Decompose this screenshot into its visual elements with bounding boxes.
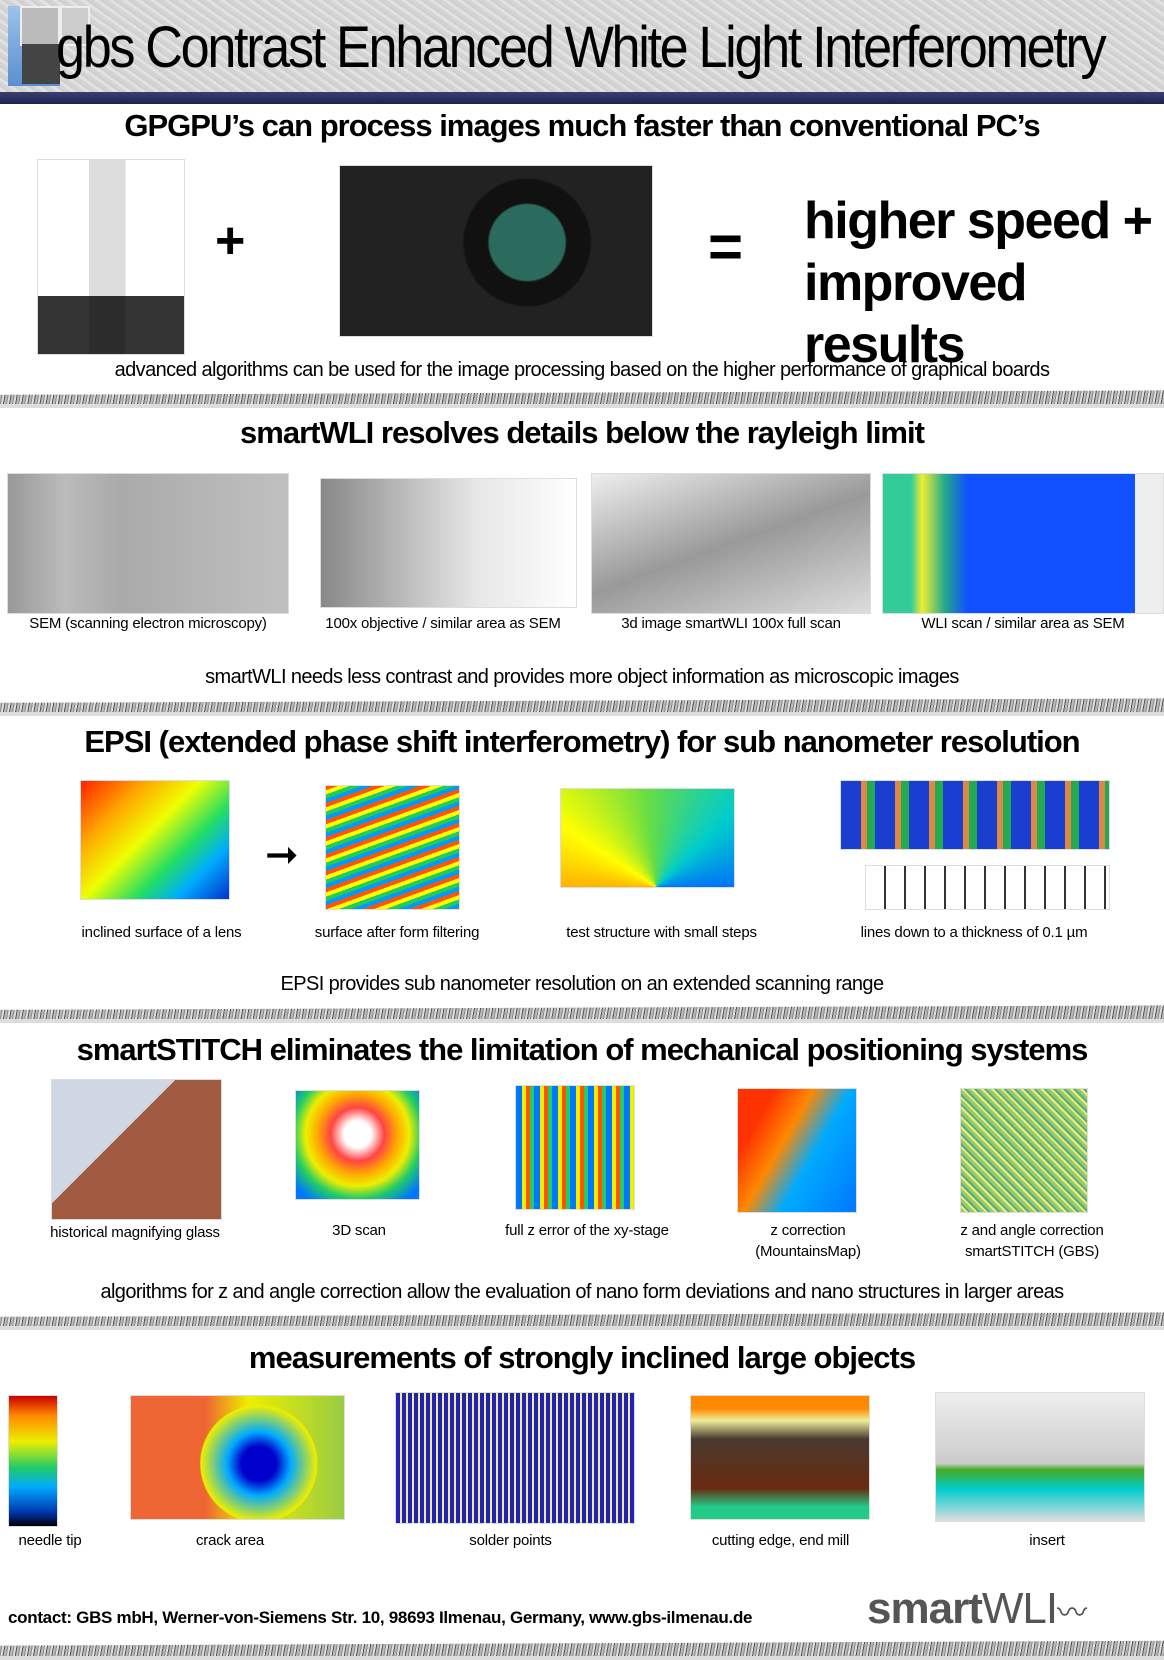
result-line-2: improved results — [804, 254, 1028, 374]
caption: 100x objective / similar area as SEM — [325, 615, 561, 632]
gbs-logo — [8, 6, 90, 86]
insert-image — [935, 1392, 1145, 1522]
caption-line: smartSTITCH (GBS) — [964, 1243, 1100, 1260]
needle-tip-image — [8, 1395, 58, 1527]
filtered-surface-image — [325, 785, 460, 910]
z-error-image — [515, 1085, 635, 1210]
section-heading-gpgpu: GPGPU’s can process images much faster t… — [124, 108, 1040, 143]
brand-bold: smart — [867, 1584, 983, 1633]
contact-info: contact: GBS mbH, Werner-von-Siemens Str… — [8, 1608, 752, 1628]
solder-points-image — [395, 1392, 635, 1524]
logo-text: gbs — [56, 15, 135, 80]
section-heading-epsi: EPSI (extended phase shift interferometr… — [84, 724, 1080, 759]
end-mill-image — [690, 1395, 870, 1520]
section-note: advanced algorithms can be used for the … — [114, 359, 1050, 381]
objective-image — [320, 478, 577, 608]
divider — [0, 1005, 1164, 1023]
divider — [0, 390, 1164, 408]
section-heading-smartstitch: smartSTITCH eliminates the limitation of… — [76, 1032, 1089, 1067]
contact-text: GBS mbH, Werner-von-Siemens Str. 10, 986… — [76, 1608, 753, 1627]
arrow-right-icon: ➞ — [265, 833, 299, 877]
result-line-1: higher speed + — [804, 192, 1153, 250]
header-banner — [0, 0, 1164, 104]
section-heading-smartwli: smartWLI resolves details below the rayl… — [240, 415, 925, 450]
caption: solder points — [469, 1532, 552, 1549]
caption: insert — [1029, 1532, 1065, 1549]
divider — [0, 698, 1164, 716]
plus-sign: + — [215, 212, 245, 270]
microscope-image — [37, 159, 185, 355]
sem-image — [7, 473, 289, 614]
contact-label: contact: — [8, 1608, 77, 1627]
3d-scan-image — [295, 1090, 420, 1200]
title-text: Contrast Enhanced White Light Interferom… — [145, 15, 1106, 80]
angle-correction-image — [960, 1088, 1088, 1213]
crack-area-image — [130, 1395, 345, 1520]
caption: inclined surface of a lens — [81, 924, 242, 941]
caption: 3D scan — [332, 1222, 386, 1239]
caption: WLI scan / similar area as SEM — [921, 615, 1125, 632]
caption: crack area — [195, 1532, 265, 1549]
caption: full z error of the xy-stage — [505, 1222, 669, 1239]
wave-icon: 〰 — [1057, 1597, 1087, 1630]
caption: z correction (MountainsMap) — [722, 1220, 894, 1262]
caption: lines down to a thickness of 0.1 µm — [860, 924, 1088, 941]
divider — [0, 1312, 1164, 1330]
caption: cutting edge, end mill — [711, 1532, 850, 1549]
caption-line: (MountainsMap) — [755, 1243, 861, 1260]
lens-surface-image — [80, 780, 230, 900]
step-structure-image — [560, 788, 735, 888]
smartwli-3d-image — [591, 473, 871, 614]
section-note: algorithms for z and angle correction al… — [100, 1281, 1064, 1303]
z-correction-image — [737, 1088, 857, 1213]
smartwli-logo: smartWLI〰 — [867, 1584, 1087, 1634]
section-note: smartWLI needs less contrast and provide… — [205, 666, 959, 688]
section-heading-inclined: measurements of strongly inclined large … — [248, 1340, 916, 1375]
caption: z and angle correction smartSTITCH (GBS) — [932, 1220, 1132, 1262]
page-title: gbs Contrast Enhanced White Light Interf… — [56, 14, 1107, 81]
equals-sign: = — [708, 213, 743, 280]
divider — [0, 1640, 1164, 1660]
caption-line: z and angle correction — [960, 1222, 1104, 1239]
caption: surface after form filtering — [314, 924, 480, 941]
header-band — [0, 92, 1164, 104]
brand-light: WLI — [981, 1584, 1058, 1633]
wli-scan-image — [882, 473, 1164, 614]
caption: needle tip — [18, 1532, 82, 1549]
magnifying-glass-photo — [51, 1079, 222, 1220]
caption-line: z correction — [770, 1222, 846, 1239]
lines-3d-image — [840, 780, 1110, 850]
caption: historical magnifying glass — [50, 1224, 220, 1241]
caption: test structure with small steps — [566, 924, 757, 941]
section-note: EPSI provides sub nanometer resolution o… — [280, 973, 885, 995]
gpu-board-image — [339, 165, 653, 337]
caption: SEM (scanning electron microscopy) — [29, 615, 267, 632]
caption: 3d image smartWLI 100x full scan — [621, 615, 841, 632]
lines-profile-chart — [865, 865, 1110, 910]
